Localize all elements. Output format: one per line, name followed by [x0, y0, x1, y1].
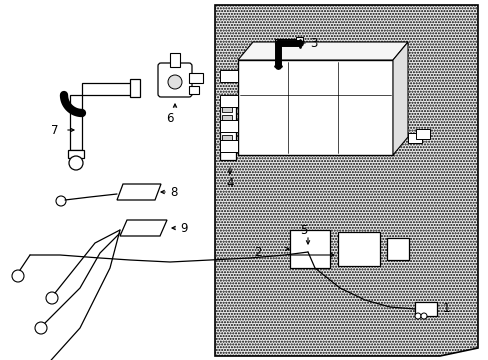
- Text: 2: 2: [254, 246, 262, 258]
- Polygon shape: [392, 42, 407, 155]
- Polygon shape: [117, 184, 161, 200]
- Bar: [222, 125, 231, 132]
- Circle shape: [168, 75, 182, 89]
- Text: 6: 6: [166, 112, 173, 125]
- Bar: [295, 37, 303, 49]
- Bar: [220, 70, 238, 82]
- Bar: [407, 133, 421, 143]
- Bar: [415, 129, 429, 139]
- Bar: [222, 135, 231, 142]
- Text: 3: 3: [309, 36, 317, 50]
- Bar: [386, 238, 408, 260]
- Bar: [222, 115, 231, 122]
- Bar: [273, 64, 282, 71]
- Circle shape: [12, 270, 24, 282]
- Text: 4: 4: [225, 176, 233, 189]
- Bar: [220, 95, 238, 107]
- Bar: [68, 150, 84, 158]
- Polygon shape: [120, 220, 167, 236]
- Circle shape: [69, 156, 83, 170]
- Bar: [274, 39, 301, 46]
- Bar: [220, 140, 238, 152]
- Bar: [337, 232, 379, 266]
- Bar: [220, 100, 236, 160]
- Circle shape: [35, 322, 47, 334]
- Bar: [189, 86, 199, 94]
- Polygon shape: [238, 42, 407, 60]
- Bar: [220, 120, 238, 132]
- Text: 1: 1: [442, 302, 449, 315]
- Bar: [82, 83, 137, 95]
- Text: 7: 7: [50, 123, 58, 136]
- Bar: [70, 95, 82, 150]
- Bar: [222, 105, 231, 112]
- Text: 8: 8: [170, 185, 177, 198]
- Bar: [238, 60, 392, 155]
- Circle shape: [414, 313, 420, 319]
- Circle shape: [46, 292, 58, 304]
- Circle shape: [56, 196, 66, 206]
- Bar: [289, 230, 329, 268]
- Bar: [170, 53, 180, 67]
- Bar: [414, 302, 436, 316]
- FancyBboxPatch shape: [158, 63, 192, 97]
- Bar: [189, 73, 203, 83]
- Bar: [222, 145, 231, 152]
- Circle shape: [420, 313, 426, 319]
- Polygon shape: [215, 5, 477, 356]
- Bar: [274, 43, 281, 66]
- Text: 5: 5: [300, 224, 307, 237]
- Bar: [130, 79, 140, 97]
- Text: 9: 9: [180, 221, 187, 234]
